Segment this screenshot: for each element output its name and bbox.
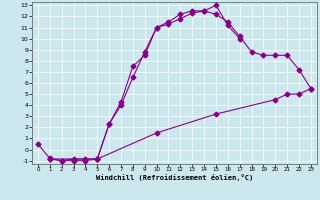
X-axis label: Windchill (Refroidissement éolien,°C): Windchill (Refroidissement éolien,°C) bbox=[96, 174, 253, 181]
